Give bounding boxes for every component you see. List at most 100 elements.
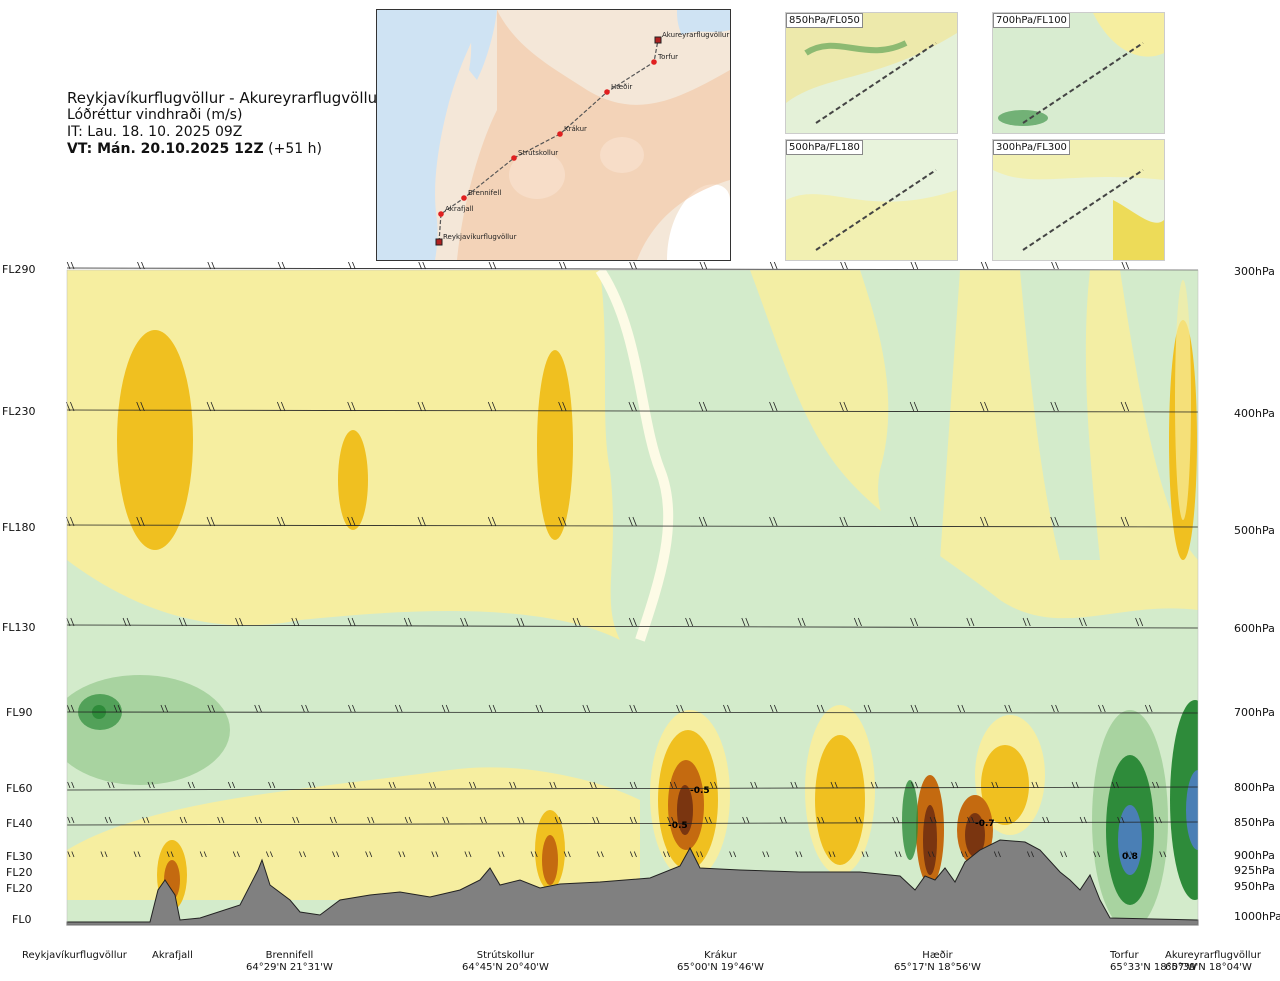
field-region xyxy=(965,813,985,857)
wind-barb xyxy=(428,781,436,789)
wind-barb xyxy=(1093,851,1101,858)
fl-label: FL20 xyxy=(6,866,33,879)
pressure-label: 950hPa xyxy=(1234,880,1275,893)
wind-barb xyxy=(418,262,426,270)
chart-subtitle: Lóðréttur vindhraði (m/s) xyxy=(67,107,243,123)
route-point-label: Hæðir xyxy=(611,83,632,91)
ocean-north xyxy=(677,10,730,35)
waypoint-name: Brennifell xyxy=(265,950,314,961)
field-region xyxy=(117,330,193,550)
wind-barb xyxy=(1152,781,1160,789)
wind-barb xyxy=(187,781,195,789)
wind-barb xyxy=(469,781,477,789)
route-point-label: Reykjavíkurflugvöllur xyxy=(443,233,517,241)
field-region xyxy=(542,835,558,885)
waypoint-label: Reykjavíkurflugvöllur xyxy=(22,950,127,962)
route-point-marker xyxy=(604,89,610,95)
route-point-marker xyxy=(557,131,563,137)
wind-barb xyxy=(729,851,737,858)
wind-barb xyxy=(629,781,637,789)
wind-barb xyxy=(830,781,838,789)
wind-barb xyxy=(488,262,497,270)
level-map-700-svg xyxy=(993,13,1164,133)
wind-barb xyxy=(394,704,403,713)
wind-barb xyxy=(67,816,75,824)
level-map-route xyxy=(1022,42,1144,124)
wind-barb xyxy=(861,851,869,858)
waypoint-label: Strútskollur 64°45'N 20°40'W xyxy=(462,950,549,974)
level-map-shade xyxy=(1093,13,1164,57)
wind-barb xyxy=(301,704,309,713)
wind-barb xyxy=(207,704,215,713)
wind-barb xyxy=(840,262,848,270)
valid-time-offset: (+51 h) xyxy=(268,141,322,157)
wind-barb xyxy=(685,617,694,627)
wind-barb xyxy=(892,816,900,824)
wind-barb xyxy=(839,516,848,527)
wind-barb xyxy=(232,851,240,858)
field-region xyxy=(815,735,865,865)
field-region xyxy=(1170,700,1198,900)
wind-barb xyxy=(516,617,525,627)
wind-barb xyxy=(1154,816,1162,824)
issue-time: IT: Lau. 18. 10. 2025 09Z xyxy=(67,124,243,140)
contour-label: 0.8 xyxy=(1122,852,1138,862)
wind-barb xyxy=(487,401,497,412)
wind-barb xyxy=(206,516,215,527)
route-map-svg: Akureyrarflugvöllur Torfur Hæðir Krákur Strú… xyxy=(377,10,730,260)
wind-barb xyxy=(1135,617,1144,627)
wind-barb xyxy=(1050,401,1059,412)
level-map-700[interactable]: 700hPa/FL100 xyxy=(992,12,1165,134)
level-map-shade xyxy=(1113,200,1164,260)
field-region xyxy=(677,785,693,835)
wind-barb xyxy=(107,781,115,789)
wind-barb xyxy=(629,704,637,713)
pressure-label: 1000hPa xyxy=(1234,910,1280,923)
field-region xyxy=(67,767,640,900)
wind-barb xyxy=(166,851,174,858)
wind-barb xyxy=(487,516,497,527)
level-map-route xyxy=(815,169,937,251)
wind-barb xyxy=(367,816,375,824)
wind-barb xyxy=(750,781,758,789)
wind-barb xyxy=(404,816,412,824)
level-map-850[interactable]: 850hPa/FL050 xyxy=(785,12,958,134)
wind-barb xyxy=(723,704,731,713)
terrain xyxy=(66,839,1199,926)
wind-barb xyxy=(696,851,704,858)
level-map-shade xyxy=(786,13,957,103)
level-map-shade xyxy=(786,190,957,260)
cross-section-plot: -0.5 -0.5 -0.7 0.8 xyxy=(66,262,1199,926)
wind-barb xyxy=(299,851,306,858)
waypoint-name: Torfur xyxy=(1110,950,1139,961)
pressure-label: 850hPa xyxy=(1234,816,1275,829)
wind-barb xyxy=(980,401,989,412)
wind-barb xyxy=(1071,781,1079,789)
wind-barb xyxy=(762,851,770,858)
wind-barb xyxy=(980,516,989,527)
waypoint-label: Brennifell 64°29'N 21°31'W xyxy=(246,950,333,974)
field-region xyxy=(537,350,573,540)
wind-barb xyxy=(276,401,286,412)
wind-barb xyxy=(497,851,505,858)
field-region xyxy=(902,780,918,860)
field-region xyxy=(981,745,1029,825)
fl-label: FL60 xyxy=(6,782,33,795)
wind-barb xyxy=(347,617,356,627)
route-point-label: Torfur xyxy=(657,53,678,61)
level-map-500[interactable]: 500hPa/FL180 xyxy=(785,139,958,261)
wind-barb xyxy=(133,851,141,858)
wind-barb xyxy=(348,781,356,789)
wind-barb xyxy=(629,851,637,858)
wind-barb xyxy=(910,262,919,270)
wind-barb xyxy=(991,781,999,789)
wind-barb xyxy=(870,781,878,789)
level-map-300[interactable]: 300hPa/FL300 xyxy=(992,139,1165,261)
wind-barb xyxy=(698,401,708,412)
level-map-300-svg xyxy=(993,140,1164,260)
wind-barb xyxy=(332,851,340,858)
wind-barb xyxy=(669,781,678,789)
wind-barb xyxy=(628,617,637,627)
wind-barb xyxy=(388,781,396,789)
wind-barb xyxy=(268,781,276,789)
